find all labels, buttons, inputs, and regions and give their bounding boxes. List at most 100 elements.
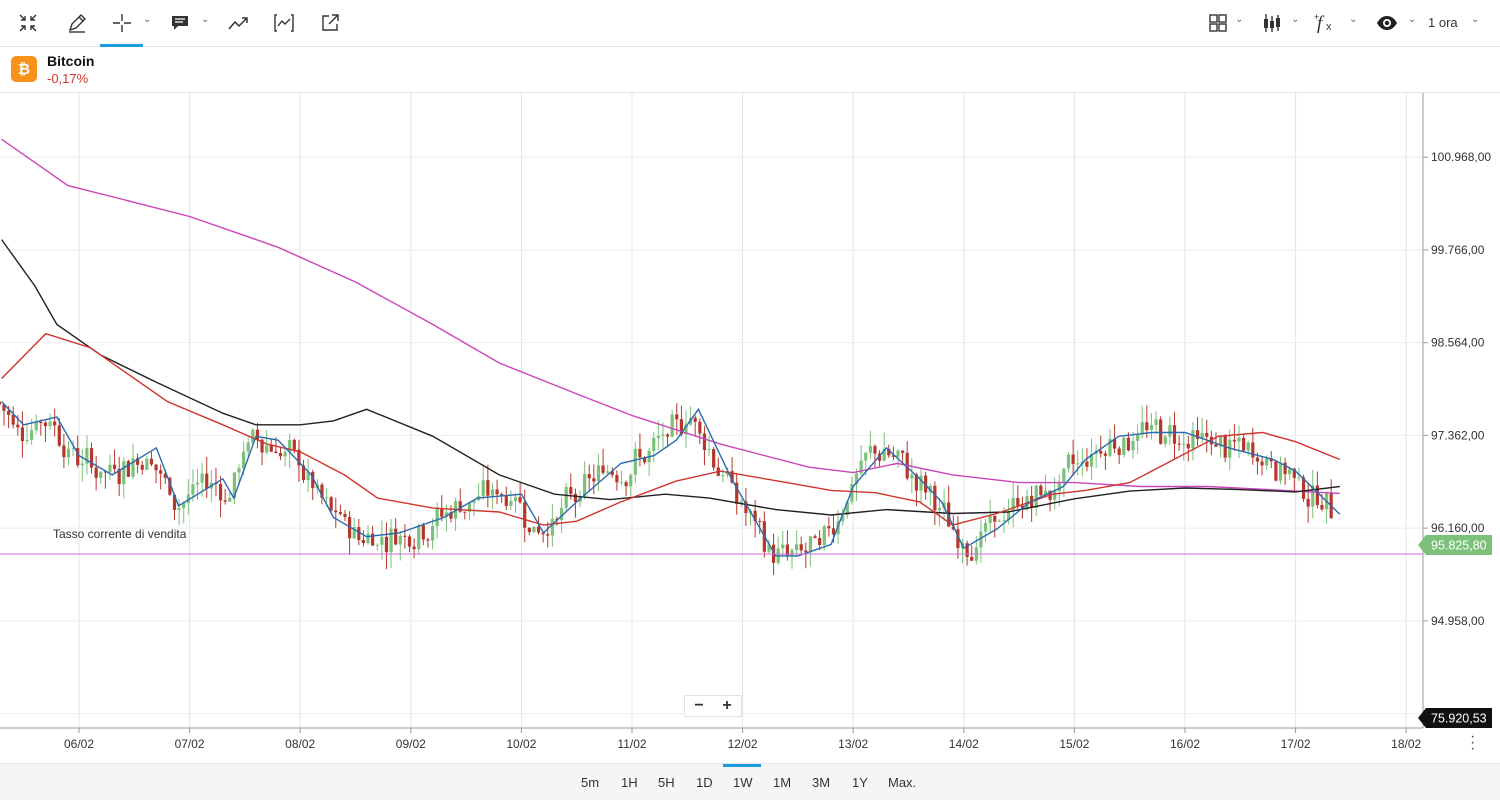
candle-body: [1186, 443, 1190, 449]
candle-body: [39, 421, 43, 423]
candle-body: [99, 471, 103, 478]
candle: [1099, 435, 1103, 458]
candle-body: [48, 421, 52, 427]
candle-body: [573, 493, 578, 503]
x-axis-labels: 06/02 07/02 08/02 09/02 10/02 11/02 12/02 13/02…: [64, 728, 1422, 751]
chevron-down-icon[interactable]: ⌄: [1235, 14, 1244, 25]
candle-body: [983, 523, 988, 532]
candle: [34, 414, 38, 435]
candle-body: [384, 536, 389, 553]
candle: [684, 410, 688, 449]
y-axis-labels: 100.968,00 99.766,00 98.564,00 97.362,00 96.…: [1423, 150, 1491, 721]
candle: [882, 432, 886, 461]
candle: [1329, 479, 1333, 520]
candles-icon[interactable]: [1259, 8, 1285, 38]
chevron-down-icon[interactable]: ⌄: [1349, 14, 1358, 25]
period-3m[interactable]: 3M: [812, 775, 831, 790]
y-tick-label: 97.362,00: [1431, 428, 1485, 442]
candle: [306, 458, 310, 493]
eye-icon[interactable]: [1373, 8, 1401, 38]
candle: [758, 517, 762, 534]
candle: [140, 460, 144, 475]
candle-body: [629, 474, 633, 487]
period-1w[interactable]: 1W: [733, 775, 753, 790]
candle-body: [131, 458, 135, 477]
layout-icon[interactable]: [1206, 8, 1230, 38]
candle-body: [66, 448, 71, 458]
x-tick-label: 18/02: [1391, 737, 1421, 751]
candle-body: [232, 472, 236, 498]
candle: [1255, 452, 1260, 475]
candle: [615, 470, 619, 491]
candle-body: [1218, 436, 1223, 447]
chevron-down-icon[interactable]: ⌄: [1471, 14, 1480, 25]
candle-body: [1140, 422, 1144, 435]
candle-body: [1122, 437, 1126, 456]
period-1d[interactable]: 1D: [696, 775, 713, 790]
candle-body: [1034, 485, 1038, 509]
candle-body: [177, 508, 181, 510]
period-1h[interactable]: 1H: [621, 775, 638, 790]
candle: [919, 469, 923, 504]
chevron-down-icon[interactable]: ⌄: [1291, 14, 1300, 25]
candle-body: [352, 527, 356, 539]
period-1y[interactable]: 1Y: [852, 775, 868, 790]
x-tick-label: 17/02: [1281, 737, 1311, 751]
candle-body: [550, 518, 554, 536]
candle-body: [1269, 458, 1273, 462]
candle: [398, 530, 402, 561]
zoom-in-button[interactable]: +: [722, 697, 732, 714]
x-tick-label: 06/02: [64, 737, 94, 751]
candle: [532, 526, 536, 533]
chevron-down-icon[interactable]: ⌄: [1408, 14, 1417, 25]
popout-icon[interactable]: [316, 8, 344, 38]
candle-body: [265, 445, 269, 453]
candle-body: [343, 514, 347, 518]
candle-body: [739, 501, 743, 504]
candle: [970, 545, 974, 562]
candle: [205, 457, 209, 498]
more-options-icon[interactable]: · · ·: [1470, 728, 1476, 757]
trend-icon[interactable]: [225, 8, 253, 38]
period-5m[interactable]: 5m: [581, 775, 600, 790]
timeframe-select[interactable]: 1 ora: [1428, 15, 1458, 30]
candle: [624, 480, 628, 497]
candle: [647, 447, 651, 476]
cursor-price-value: 75.920,53: [1431, 712, 1487, 726]
chevron-down-icon[interactable]: ⌄: [201, 14, 210, 25]
candle-body: [753, 510, 757, 522]
candle: [168, 476, 172, 496]
comment-icon[interactable]: [167, 8, 193, 38]
candle: [117, 456, 121, 497]
candle-body: [624, 482, 628, 487]
candle: [490, 482, 495, 510]
candle-body: [818, 538, 822, 546]
candle: [1242, 433, 1246, 453]
candle-body: [6, 410, 11, 415]
candle: [1172, 411, 1177, 460]
fx-icon[interactable]: f x +: [1313, 8, 1339, 38]
candle-body: [693, 417, 697, 422]
candle-body: [1320, 504, 1324, 510]
candle: [776, 536, 780, 566]
current-rate-tag: 95.825,80: [1418, 535, 1492, 555]
candle-body: [486, 480, 490, 496]
candle: [592, 464, 596, 495]
chevron-down-icon[interactable]: ⌄: [143, 14, 152, 25]
crosshair-icon[interactable]: [109, 8, 135, 38]
period-1m[interactable]: 1M: [773, 775, 792, 790]
candle-body: [721, 475, 725, 477]
period-max[interactable]: Max.: [888, 775, 917, 790]
candle-body: [758, 521, 762, 523]
pencil-icon[interactable]: [63, 8, 91, 38]
period-5h[interactable]: 5H: [658, 775, 675, 790]
indicator-icon[interactable]: [270, 8, 298, 38]
candle: [790, 548, 794, 569]
candle-body: [910, 474, 914, 479]
zoom-out-button[interactable]: −: [694, 697, 704, 714]
collapse-icon[interactable]: [14, 8, 42, 38]
candle: [403, 524, 407, 549]
candle-body: [559, 507, 564, 521]
candle-body: [1006, 511, 1011, 520]
